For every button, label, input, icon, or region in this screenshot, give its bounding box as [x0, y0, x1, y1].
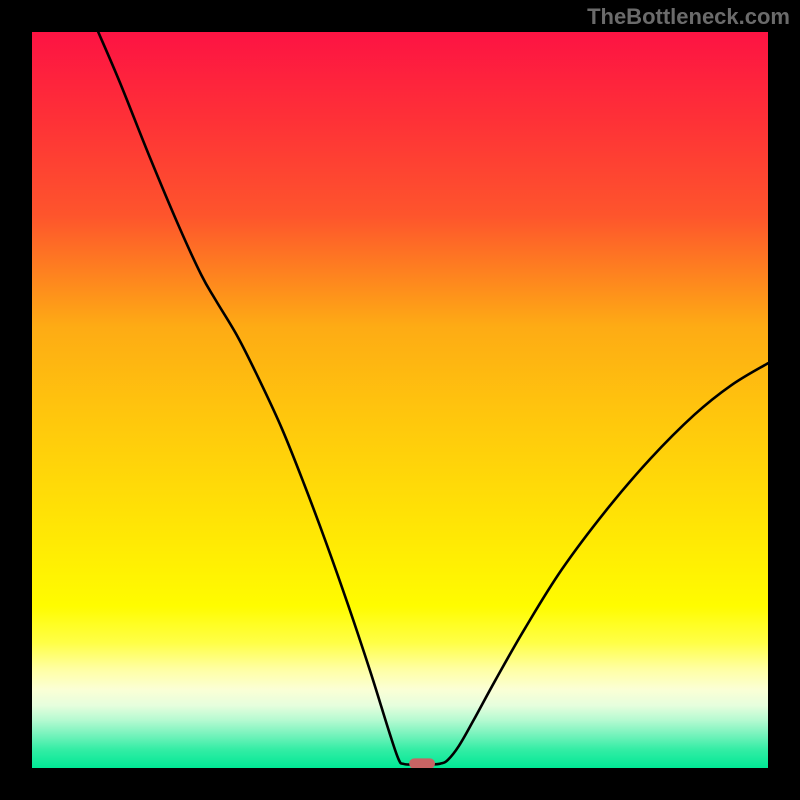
watermark-label: TheBottleneck.com — [587, 4, 790, 30]
optimum-marker — [409, 758, 435, 768]
chart-svg — [0, 0, 800, 800]
chart-container: TheBottleneck.com — [0, 0, 800, 800]
bottleneck-curve — [98, 32, 768, 765]
